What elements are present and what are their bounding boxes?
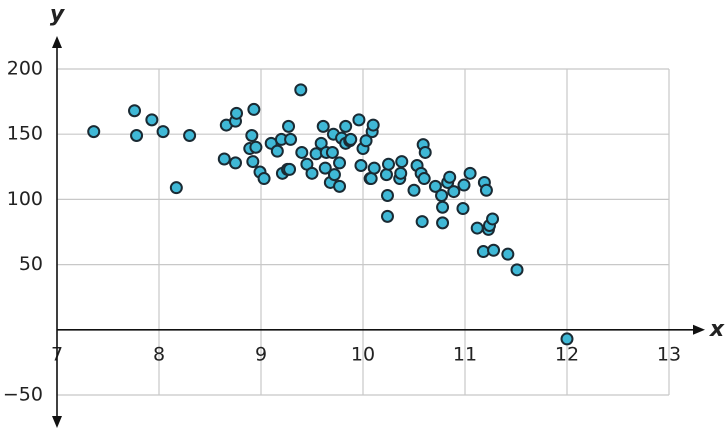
- point: [382, 157, 395, 171]
- point: [510, 263, 524, 277]
- x-tick-label: 8: [153, 343, 165, 365]
- point: [282, 119, 296, 133]
- point: [169, 181, 183, 195]
- point: [486, 212, 500, 226]
- point: [257, 172, 271, 186]
- point: [395, 155, 409, 169]
- point: [359, 134, 373, 148]
- y-axis-arrow: [52, 416, 62, 428]
- point: [501, 247, 515, 261]
- y-tick-label: 150: [7, 123, 43, 145]
- point: [560, 332, 574, 346]
- point: [128, 104, 142, 118]
- point: [487, 243, 501, 257]
- point: [380, 188, 394, 202]
- point: [246, 155, 260, 169]
- point: [394, 166, 408, 180]
- point: [443, 170, 457, 184]
- point: [418, 145, 432, 159]
- point: [325, 145, 339, 159]
- point: [364, 172, 378, 186]
- x-tick-label: 10: [351, 343, 375, 365]
- point: [479, 183, 493, 197]
- point: [229, 156, 242, 170]
- point: [379, 168, 393, 182]
- point: [327, 168, 341, 182]
- point: [366, 118, 380, 132]
- y-axis-arrow: [52, 36, 62, 48]
- point: [354, 158, 368, 172]
- point: [436, 216, 450, 230]
- point: [457, 178, 471, 192]
- point: [463, 166, 477, 180]
- x-tick-label: 12: [555, 343, 579, 365]
- point: [217, 152, 231, 166]
- x-axis-arrow: [693, 324, 705, 335]
- point: [415, 215, 429, 229]
- point: [183, 129, 197, 143]
- point: [245, 129, 259, 143]
- y-tick-label: −50: [3, 384, 43, 406]
- point: [333, 156, 347, 170]
- point: [130, 129, 144, 143]
- point: [428, 179, 442, 193]
- point: [344, 132, 358, 146]
- x-tick-label: 9: [255, 343, 267, 365]
- point: [305, 166, 319, 180]
- point: [436, 200, 450, 214]
- point: [283, 162, 297, 176]
- y-tick-label: 50: [19, 253, 43, 275]
- point: [295, 145, 309, 159]
- point: [156, 125, 170, 139]
- point: [316, 119, 330, 133]
- point: [230, 106, 244, 120]
- y-tick-label: 200: [7, 58, 43, 80]
- x-axis-label: x: [709, 317, 725, 342]
- y-tick-label: 100: [7, 188, 43, 210]
- x-tick-label: 11: [453, 343, 477, 365]
- point: [470, 221, 484, 235]
- point: [380, 209, 394, 223]
- point: [407, 183, 421, 197]
- y-axis-label: y: [50, 2, 66, 27]
- point: [352, 113, 366, 127]
- point: [339, 119, 353, 133]
- point: [249, 140, 263, 154]
- point: [417, 172, 431, 186]
- point: [333, 179, 347, 193]
- point: [318, 161, 332, 175]
- point: [435, 188, 449, 202]
- point: [367, 161, 381, 175]
- point: [447, 185, 461, 199]
- point: [145, 113, 159, 127]
- point: [87, 125, 101, 139]
- x-tick-label: 13: [657, 343, 681, 365]
- point: [456, 202, 470, 216]
- point: [247, 102, 261, 116]
- point: [270, 144, 284, 158]
- point: [284, 132, 298, 146]
- point: [294, 83, 308, 97]
